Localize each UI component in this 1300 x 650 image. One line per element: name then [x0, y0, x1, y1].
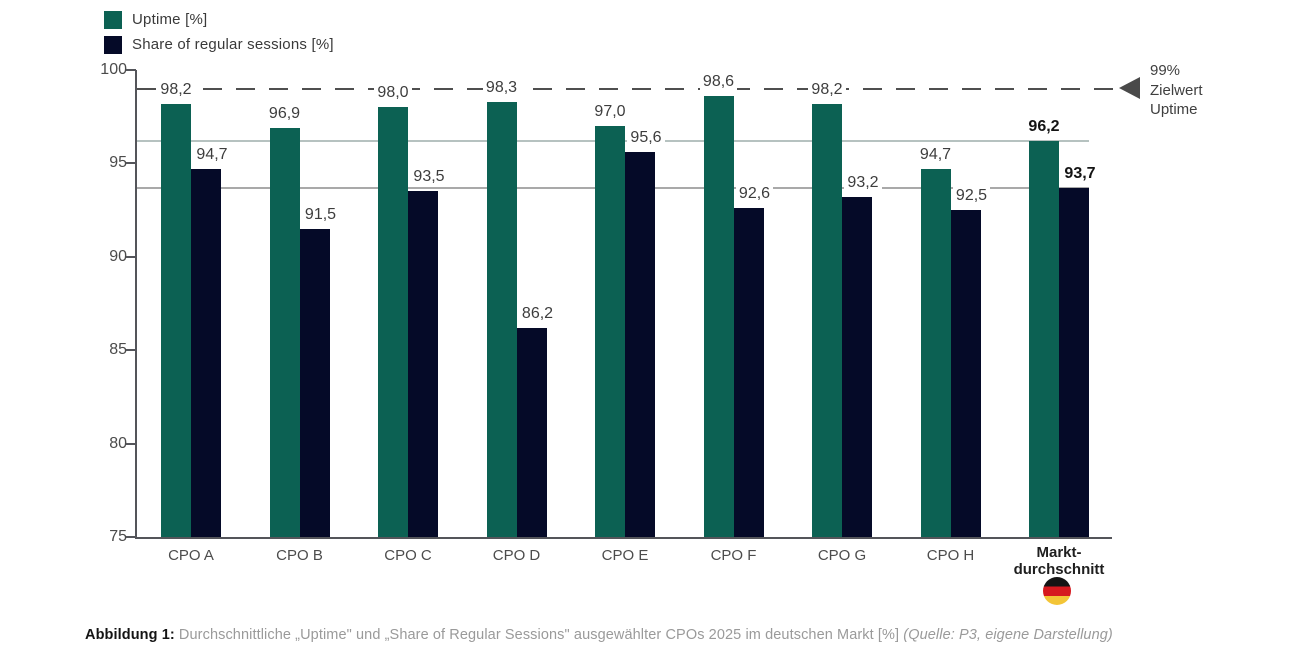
value-label-text: 98,0 — [374, 84, 412, 102]
value-label-marktdurchschnitt-0: 96,2 — [1014, 117, 1074, 136]
bar-share-cpo-c — [408, 191, 438, 537]
legend-label-sessions: Share of regular sessions [%] — [132, 36, 334, 53]
legend-item-sessions: Share of regular sessions [%] — [104, 32, 334, 57]
y-tick-label-95: 95 — [109, 154, 127, 172]
y-tick-90 — [126, 255, 136, 258]
x-label-line: Markt- — [1036, 544, 1082, 561]
y-tick-75 — [126, 536, 136, 538]
x-label-line: durchschnitt — [1013, 561, 1105, 578]
bar-share-cpo-h — [950, 210, 981, 537]
value-label-cpo-e-0: 97,0 — [580, 103, 640, 121]
value-label-text: 92,6 — [735, 185, 774, 203]
caption-prefix: Abbildung 1: — [85, 627, 175, 643]
bar-uptime-cpo-c — [378, 107, 408, 537]
value-label-cpo-e-1: 95,6 — [616, 129, 676, 147]
value-label-cpo-d-0: 98,3 — [472, 78, 532, 97]
figure-caption: Abbildung 1: Durchschnittliche „Uptime" … — [85, 627, 1113, 643]
bar-share-cpo-a — [191, 169, 221, 537]
caption-source: (Quelle: P3, eigene Darstellung) — [903, 627, 1113, 643]
bar-share-cpo-b — [299, 228, 330, 537]
x-label-cpo-d: CPO D — [492, 547, 541, 564]
value-label-cpo-g-0: 98,2 — [797, 80, 857, 99]
x-label-marktdurchschnitt: Markt-durchschnitt — [989, 544, 1129, 578]
value-label-cpo-b-0: 96,9 — [255, 104, 315, 123]
target-line-label: 99% Zielwert Uptime — [1150, 61, 1203, 120]
bar-uptime-cpo-d — [486, 101, 517, 537]
y-tick-80 — [126, 442, 136, 445]
y-tick-95 — [126, 162, 136, 165]
bar-uptime-marktdurchschnitt — [1029, 140, 1059, 537]
value-label-text: 98,6 — [699, 73, 738, 91]
value-label-cpo-d-1: 86,2 — [508, 304, 568, 323]
value-label-text: 93,7 — [1061, 164, 1099, 182]
target-line-label-line2: Zielwert — [1150, 81, 1203, 99]
legend-label-uptime: Uptime [%] — [132, 11, 208, 28]
value-label-text: 94,7 — [193, 146, 231, 163]
plot-area — [135, 70, 1112, 539]
x-label-cpo-h: CPO H — [926, 547, 975, 564]
y-tick-label-75: 75 — [109, 528, 127, 545]
value-label-text: 95,6 — [627, 129, 665, 147]
x-label-cpo-a: CPO A — [168, 547, 214, 564]
value-label-text: 98,2 — [157, 80, 195, 98]
legend: Uptime [%] Share of regular sessions [%] — [104, 7, 334, 57]
bar-uptime-cpo-g — [812, 103, 842, 537]
y-tick-label-100: 100 — [100, 61, 127, 78]
y-tick-label-90: 90 — [109, 247, 127, 265]
bar-uptime-cpo-a — [161, 103, 191, 537]
sessions-swatch-icon — [104, 35, 122, 54]
x-label-cpo-c: CPO C — [384, 547, 432, 564]
target-arrow-icon — [1119, 76, 1140, 99]
bar-uptime-cpo-h — [920, 169, 951, 537]
bar-uptime-cpo-f — [703, 96, 734, 537]
legend-item-uptime: Uptime [%] — [104, 7, 334, 32]
bar-share-cpo-e — [625, 152, 655, 537]
value-label-cpo-a-0: 98,2 — [146, 80, 206, 99]
value-label-text: 86,2 — [518, 304, 557, 322]
y-tick-label-85: 85 — [109, 341, 127, 359]
value-label-cpo-f-1: 92,6 — [725, 185, 785, 203]
bar-share-cpo-g — [842, 197, 872, 537]
value-label-cpo-c-1: 93,5 — [399, 168, 459, 186]
value-label-cpo-b-1: 91,5 — [291, 205, 351, 224]
value-label-text: 93,2 — [844, 174, 882, 192]
value-label-cpo-f-0: 98,6 — [689, 73, 749, 91]
caption-body: Durchschnittliche „Uptime" und „Share of… — [174, 627, 904, 643]
bar-share-marktdurchschnitt — [1059, 187, 1089, 537]
value-label-marktdurchschnitt-1: 93,7 — [1050, 164, 1110, 183]
value-label-text: 92,5 — [952, 187, 991, 205]
y-tick-85 — [126, 349, 136, 352]
x-label-cpo-b: CPO B — [276, 547, 323, 564]
bar-share-cpo-f — [733, 208, 764, 537]
target-line-label-line3: Uptime — [1150, 101, 1198, 118]
value-label-text: 91,5 — [301, 205, 340, 223]
x-label-cpo-g: CPO G — [817, 547, 867, 564]
value-label-text: 93,5 — [410, 168, 448, 186]
x-label-cpo-f: CPO F — [710, 547, 757, 564]
value-label-text: 98,3 — [482, 78, 521, 96]
value-label-text: 98,2 — [808, 80, 846, 98]
value-label-cpo-h-0: 94,7 — [906, 146, 966, 164]
uptime-swatch-icon — [104, 10, 122, 29]
target-line-label-line1: 99% — [1150, 62, 1181, 79]
value-label-text: 96,2 — [1025, 117, 1063, 135]
value-label-cpo-g-1: 93,2 — [833, 174, 893, 192]
value-label-cpo-h-1: 92,5 — [942, 187, 1002, 205]
value-label-cpo-c-0: 98,0 — [363, 84, 423, 102]
bar-uptime-cpo-b — [269, 127, 300, 537]
value-label-cpo-a-1: 94,7 — [182, 146, 242, 164]
value-label-text: 96,9 — [265, 104, 304, 122]
value-label-text: 94,7 — [916, 146, 955, 163]
germany-flag-icon — [1043, 577, 1071, 605]
y-tick-100 — [126, 69, 136, 71]
y-tick-label-80: 80 — [109, 434, 127, 452]
value-label-text: 97,0 — [591, 103, 629, 121]
target-line — [137, 87, 1118, 90]
x-label-cpo-e: CPO E — [601, 547, 649, 564]
bar-share-cpo-d — [516, 327, 547, 537]
bar-uptime-cpo-e — [595, 126, 625, 537]
